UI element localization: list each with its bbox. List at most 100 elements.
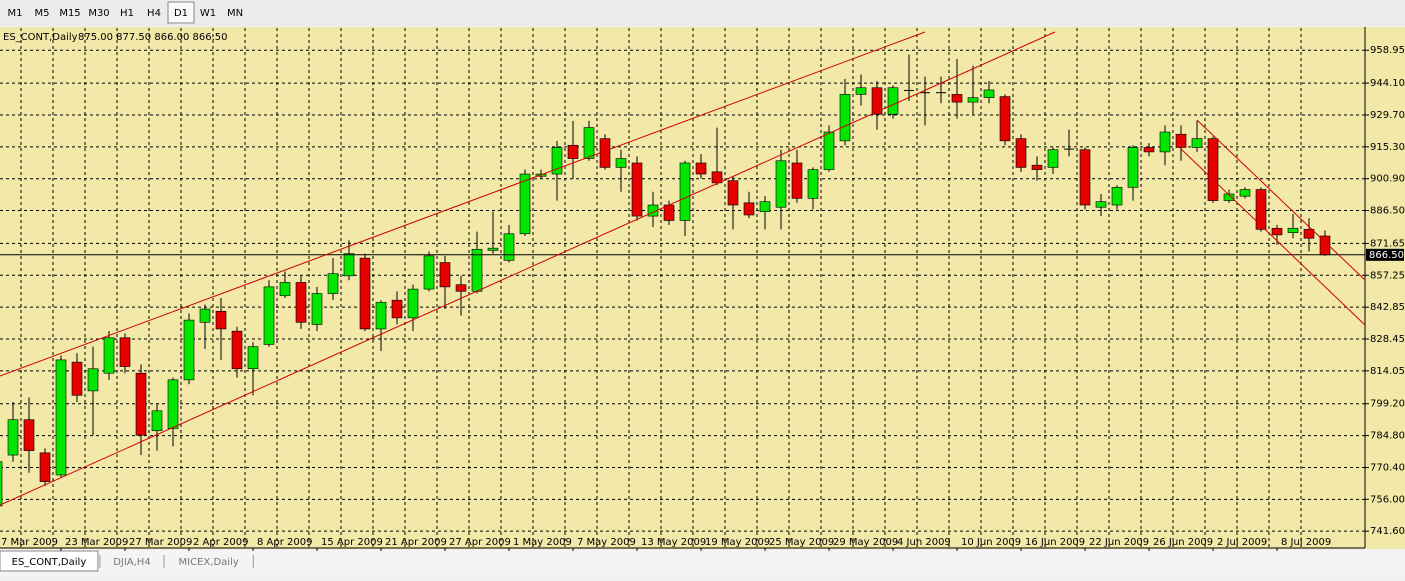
- candle-body: [1031, 164, 1043, 170]
- x-tick-label: 19 May 2009: [705, 537, 770, 548]
- candle-body: [887, 87, 899, 115]
- candle-body: [199, 308, 211, 323]
- y-tick-label: 958.95: [1370, 45, 1405, 56]
- candle-body: [103, 337, 115, 374]
- candle-body: [295, 282, 307, 323]
- x-tick-label: 13 May 2009: [641, 537, 706, 548]
- y-tick-label: 886.50: [1370, 206, 1405, 217]
- candle-body: [135, 372, 147, 436]
- candle-body: [1191, 138, 1203, 148]
- x-tick-label: 8 Jul 2009: [1281, 537, 1331, 548]
- candle-body: [567, 144, 579, 159]
- y-tick-label: 814.05: [1370, 366, 1405, 377]
- timeframe-label[interactable]: W1: [200, 8, 216, 19]
- candle-body: [391, 299, 403, 319]
- chart-tab-label[interactable]: ES_CONT,Daily: [12, 557, 87, 568]
- candle-body: [871, 87, 883, 115]
- candle-body: [679, 162, 691, 221]
- timeframe-button[interactable]: [195, 2, 221, 23]
- candle-body: [359, 257, 371, 330]
- y-tick-label: 828.45: [1370, 334, 1405, 345]
- candle-body: [279, 282, 291, 297]
- timeframe-button[interactable]: [2, 2, 28, 23]
- y-tick-label: 842.85: [1370, 302, 1405, 313]
- timeframe-label[interactable]: D1: [174, 8, 188, 19]
- candle-body: [39, 452, 51, 482]
- candle-body: [775, 160, 787, 208]
- chart-tab-label[interactable]: MICEX,Daily: [179, 557, 239, 568]
- timeframe-button[interactable]: [167, 1, 195, 24]
- candle-body: [839, 94, 851, 142]
- candle-body: [743, 202, 755, 216]
- x-tick-label: 26 Jun 2009: [1153, 537, 1213, 548]
- candle-body: [151, 410, 163, 432]
- candle-body: [23, 419, 35, 451]
- candle-body: [263, 286, 275, 345]
- timeframe-label[interactable]: M1: [8, 8, 23, 19]
- y-tick-label: 770.40: [1370, 462, 1405, 473]
- y-tick-label: 900.90: [1370, 174, 1405, 185]
- candle-body: [231, 330, 243, 370]
- timeframe-button[interactable]: [222, 2, 248, 23]
- candle-body: [647, 204, 659, 217]
- x-tick-label: 7 Mar 2009: [1, 537, 58, 548]
- candle-body: [487, 247, 499, 251]
- candle-body: [119, 337, 131, 367]
- candle-body: [759, 201, 771, 212]
- x-tick-label: 27 Apr 2009: [449, 537, 511, 548]
- candle-body: [327, 273, 339, 294]
- candle-body: [1143, 147, 1155, 153]
- y-tick-label: 915.30: [1370, 142, 1405, 153]
- candle-body: [823, 131, 835, 170]
- chart-tab-label[interactable]: DJIA,H4: [113, 557, 151, 568]
- chart-tab[interactable]: [166, 551, 252, 571]
- timeframe-button[interactable]: [56, 2, 84, 23]
- candle-body: [439, 262, 451, 288]
- candle-body: [1271, 227, 1283, 236]
- x-tick-label: 22 Jun 2009: [1089, 537, 1149, 548]
- chart-area: [0, 27, 1405, 549]
- timeframe-button[interactable]: [141, 2, 167, 23]
- x-tick-label: 10 Jun 2009: [961, 537, 1021, 548]
- candle-body: [183, 319, 195, 381]
- candle-body: [1111, 187, 1123, 206]
- timeframe-label[interactable]: H4: [147, 8, 161, 19]
- chart-tab[interactable]: [101, 551, 162, 571]
- x-tick-label: 8 Apr 2009: [257, 537, 312, 548]
- timeframe-label[interactable]: H1: [120, 8, 134, 19]
- candle-body: [615, 158, 627, 168]
- y-tick-label: 929.70: [1370, 110, 1405, 121]
- timeframe-label[interactable]: MN: [227, 8, 243, 19]
- candle-body: [1175, 133, 1187, 148]
- y-tick-label: 799.20: [1370, 399, 1405, 410]
- last-price-box: [1366, 248, 1404, 261]
- x-tick-label: 15 Apr 2009: [321, 537, 383, 548]
- candle-body: [1207, 138, 1219, 201]
- candle-body: [1095, 201, 1107, 208]
- timeframe-label[interactable]: M5: [35, 8, 50, 19]
- candle-body: [1287, 227, 1299, 233]
- x-tick-label: 25 May 2009: [769, 537, 834, 548]
- timeframe-button[interactable]: [85, 2, 113, 23]
- trend-lines: [0, 31, 1366, 506]
- candle-body: [599, 138, 611, 168]
- x-tick-label: 27 Mar 2009: [129, 537, 192, 548]
- x-tick-label: 1 May 2009: [513, 537, 572, 548]
- timeframe-button[interactable]: [114, 2, 140, 23]
- timeframe-label[interactable]: M15: [59, 8, 80, 19]
- candle-body: [967, 97, 979, 103]
- x-tick-label: 4 Jun 2009: [897, 537, 951, 548]
- candle-body: [0, 461, 3, 507]
- trend-line: [0, 31, 1056, 506]
- candle-body: [1127, 147, 1139, 188]
- chart-tab[interactable]: [0, 550, 99, 572]
- candle-body: [1303, 229, 1315, 239]
- ohlc-readout: 875.00 877.50 866.00 866.50: [78, 32, 228, 43]
- timeframe-button[interactable]: [29, 2, 55, 23]
- candle-body: [1159, 131, 1171, 153]
- timeframe-label[interactable]: M30: [88, 8, 109, 19]
- candle-body: [7, 419, 19, 456]
- x-tick-label: 16 Jun 2009: [1025, 537, 1085, 548]
- plot: [0, 28, 1365, 548]
